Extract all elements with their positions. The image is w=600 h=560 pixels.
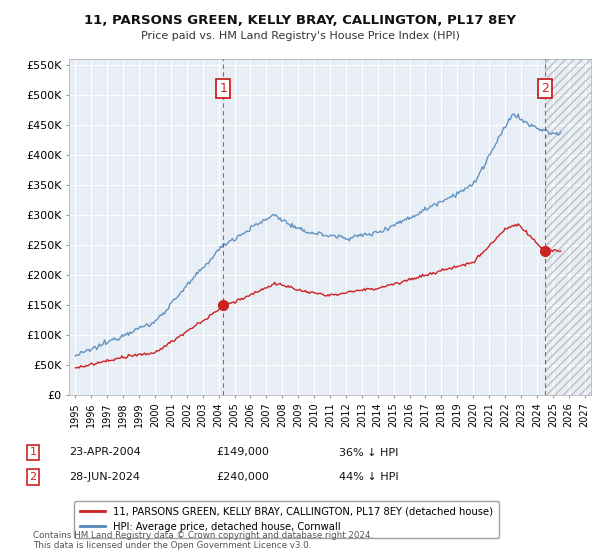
Bar (545, 59, 591, 395)
Legend: 11, PARSONS GREEN, KELLY BRAY, CALLINGTON, PL17 8EY (detached house), HPI: Avera: 11, PARSONS GREEN, KELLY BRAY, CALLINGTO… (74, 501, 499, 538)
Text: 1: 1 (29, 447, 37, 458)
Text: 11, PARSONS GREEN, KELLY BRAY, CALLINGTON, PL17 8EY: 11, PARSONS GREEN, KELLY BRAY, CALLINGTO… (84, 14, 516, 27)
Text: £149,000: £149,000 (216, 447, 269, 458)
Text: £240,000: £240,000 (216, 472, 269, 482)
Text: Price paid vs. HM Land Registry's House Price Index (HPI): Price paid vs. HM Land Registry's House … (140, 31, 460, 41)
Text: 28-JUN-2024: 28-JUN-2024 (69, 472, 140, 482)
Text: 1: 1 (220, 82, 227, 95)
Text: Contains HM Land Registry data © Crown copyright and database right 2024.
This d: Contains HM Land Registry data © Crown c… (33, 530, 373, 550)
Text: 44% ↓ HPI: 44% ↓ HPI (339, 472, 398, 482)
Text: 2: 2 (541, 82, 548, 95)
Text: 36% ↓ HPI: 36% ↓ HPI (339, 447, 398, 458)
Text: 2: 2 (29, 472, 37, 482)
Text: 23-APR-2004: 23-APR-2004 (69, 447, 141, 458)
